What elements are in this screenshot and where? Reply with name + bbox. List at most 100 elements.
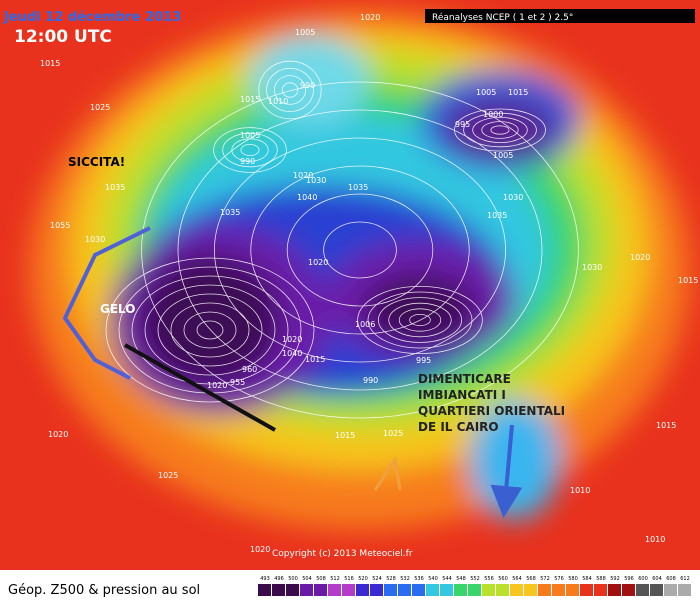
scale-swatch [426, 584, 439, 596]
isobar [490, 125, 510, 135]
scale-label: 504 [302, 576, 312, 582]
scale-swatch [552, 584, 565, 596]
scale-label: 584 [582, 576, 592, 582]
frost-outline [62, 226, 151, 380]
time: 12:00 UTC [14, 27, 112, 47]
pressure-label: 1005 [240, 131, 260, 140]
pressure-label: 955 [230, 378, 245, 387]
isobar [357, 285, 483, 354]
scale-label: 608 [666, 576, 676, 582]
scale-swatch [398, 584, 411, 596]
isobar [144, 284, 276, 376]
pressure-label: 1035 [105, 183, 125, 192]
isobar [258, 60, 322, 120]
pressure-label: 1020 [207, 381, 227, 390]
isobar [367, 291, 473, 349]
scale-swatch [524, 584, 537, 596]
isobar [157, 293, 263, 367]
pressure-label: 1030 [503, 193, 523, 202]
pressure-label: 995 [416, 356, 431, 365]
pressure-label: 1025 [90, 103, 110, 112]
pressure-label: 1020 [282, 335, 302, 344]
isobar [409, 313, 431, 326]
scale-swatch [538, 584, 551, 596]
scale-label: 496 [274, 576, 284, 582]
scale-swatch [580, 584, 593, 596]
pressure-label: 1030 [306, 176, 326, 185]
isobar [196, 320, 224, 340]
scale-label: 596 [624, 576, 634, 582]
message-line: DIMENTICARE [418, 372, 511, 386]
scale-swatch [286, 584, 299, 596]
legend-title: Géop. Z500 & pression au sol [8, 583, 200, 598]
pressure-label: 1055 [50, 221, 70, 230]
scale-label: 540 [428, 576, 438, 582]
scale-label: 500 [288, 576, 298, 582]
isobar [273, 75, 306, 105]
pressure-label: 1025 [158, 471, 178, 480]
scale-label: 532 [400, 576, 410, 582]
geopotential-field [30, 10, 690, 530]
pressure-label: 1015 [335, 431, 355, 440]
scale-label: 580 [568, 576, 578, 582]
isobar [481, 121, 519, 139]
scale-swatch [440, 584, 453, 596]
pressure-label: 1010 [645, 535, 665, 544]
isobar [170, 302, 250, 358]
scale-swatch [482, 584, 495, 596]
isobar [213, 137, 507, 363]
scale-label: 612 [680, 576, 690, 582]
source: Réanalyses NCEP ( 1 et 2 ) 2.5° [432, 12, 573, 23]
scale-label: 516 [344, 576, 354, 582]
pressure-label: 1020 [630, 253, 650, 262]
color-scale: 493 496 500 504 508 512 516 520 524 528 532 536 540 5… [258, 576, 691, 596]
date: Jeudi 12 décembre 2013 [3, 10, 181, 25]
pressure-label: 1010 [570, 486, 590, 495]
arrow [490, 424, 523, 518]
isobar [222, 132, 278, 168]
scale-label: 560 [498, 576, 508, 582]
scale-label: 520 [358, 576, 368, 582]
scale-swatch [678, 584, 691, 596]
scale-label: 552 [470, 576, 480, 582]
pressure-label: 1040 [297, 193, 317, 202]
pressure-label: 990 [363, 376, 378, 385]
drought-label: SICCITA! [68, 155, 125, 169]
pressure-label: 990 [300, 81, 315, 90]
scale-swatch [664, 584, 677, 596]
message-line: IMBIANCATI I [418, 388, 506, 402]
pressure-label: 1020 [48, 430, 68, 439]
scale-swatch [566, 584, 579, 596]
isobar [398, 308, 442, 332]
scale-swatch [314, 584, 327, 596]
scale-swatch [356, 584, 369, 596]
scale-swatch [272, 584, 285, 596]
pressure-label: 1005 [476, 88, 496, 97]
scale-label: 588 [596, 576, 606, 582]
pressure-label: 1020 [293, 171, 313, 180]
source-box [425, 9, 695, 23]
isobar [463, 112, 537, 148]
scale-swatch [636, 584, 649, 596]
isobar [266, 68, 314, 113]
pressure-label: 960 [242, 365, 257, 374]
isobar [377, 297, 462, 343]
pressure-label: 1015 [305, 355, 325, 364]
pressure-label: 1015 [40, 59, 60, 68]
scale-swatch [342, 584, 355, 596]
scale-label: 592 [610, 576, 620, 582]
isobar [323, 221, 397, 279]
isobar [472, 117, 528, 144]
isobar [240, 143, 260, 156]
isobar [177, 109, 543, 391]
isobar [141, 81, 579, 419]
isobar [105, 257, 315, 403]
pressure-label: 1005 [295, 28, 315, 37]
pressure-label: 1035 [220, 208, 240, 217]
scale-label: 536 [414, 576, 424, 582]
scale-label: 493 [260, 576, 270, 582]
scale-swatch [510, 584, 523, 596]
pressure-label: 1030 [85, 235, 105, 244]
pressure-label: 990 [240, 157, 255, 166]
